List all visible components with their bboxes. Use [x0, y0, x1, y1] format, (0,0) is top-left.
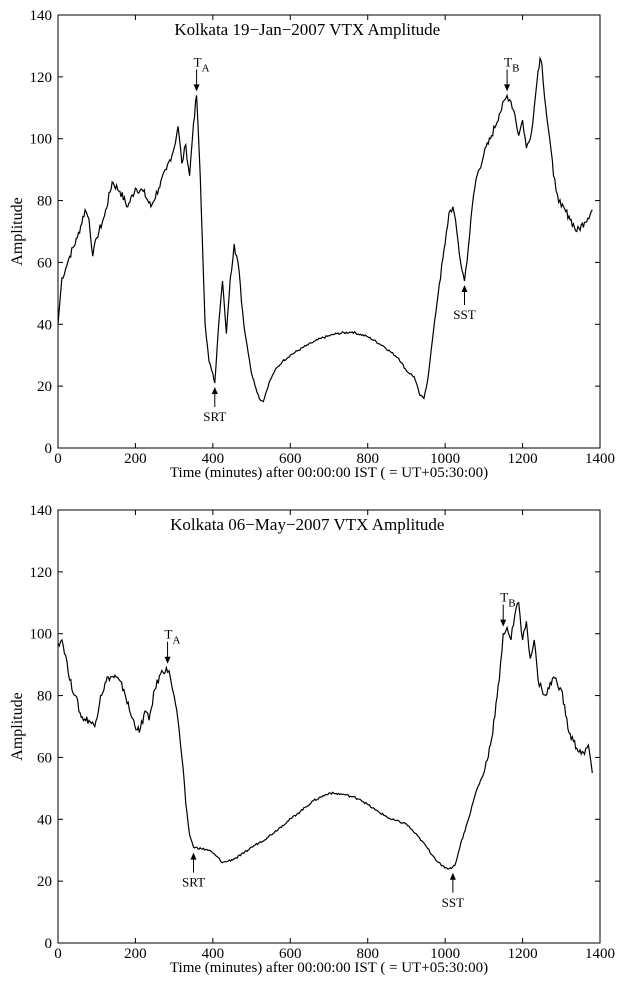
amplitude-series-line: [57, 56, 593, 403]
y-tick-label: 40: [37, 317, 52, 333]
amplitude-series-line: [57, 602, 593, 870]
x-tick-label: 1000: [430, 451, 460, 467]
annotation-subscript: A: [173, 635, 181, 647]
x-tick-label: 600: [279, 946, 302, 962]
x-axis-label: Time (minutes) after 00:00:00 IST ( = UT…: [170, 465, 488, 481]
y-tick-label: 100: [30, 627, 53, 643]
annotation-arrowhead: [449, 872, 456, 880]
annotation-label: T: [500, 590, 508, 605]
x-tick-label: 800: [356, 946, 379, 962]
x-tick-label: 0: [54, 946, 62, 962]
annotation-subscript: B: [512, 62, 519, 74]
y-tick-label: 40: [37, 812, 52, 828]
plot-frame: [57, 509, 601, 944]
annotation-arrowhead: [193, 84, 200, 92]
x-axis-label: Time (minutes) after 00:00:00 IST ( = UT…: [170, 960, 488, 976]
x-tick-label: 1400: [585, 451, 615, 467]
y-tick-label: 100: [30, 132, 53, 148]
x-tick-label: 400: [202, 946, 225, 962]
annotation-label: T: [504, 54, 512, 69]
plot-frame: [57, 14, 601, 449]
annotation-arrowhead: [504, 84, 511, 92]
annotation-subscript: A: [202, 62, 210, 74]
annotation-label: T: [194, 54, 202, 69]
annotation-arrowhead: [461, 284, 468, 292]
y-tick-label: 80: [37, 689, 52, 705]
y-tick-label: 140: [30, 503, 53, 519]
x-tick-label: 1200: [508, 946, 538, 962]
annotation-arrowhead: [500, 619, 507, 627]
annotation-label: SST: [453, 307, 475, 322]
annotation-subscript: B: [508, 598, 515, 610]
y-tick-label: 140: [30, 8, 53, 24]
x-tick-label: 200: [124, 451, 147, 467]
annotation-label: SRT: [182, 875, 205, 890]
chart-title: Kolkata 19−Jan−2007 VTX Amplitude: [174, 20, 440, 39]
y-axis-label: Amplitude: [9, 197, 26, 265]
y-axis-label: Amplitude: [9, 692, 26, 760]
annotation-arrowhead: [190, 852, 197, 860]
x-tick-label: 0: [54, 451, 62, 467]
y-tick-label: 120: [30, 565, 53, 581]
x-tick-label: 1200: [508, 451, 538, 467]
x-tick-label: 800: [356, 451, 379, 467]
bottom-chart-panel: 0 200 400 600 800 1000 1200 1400 0 20 40 60 80 100 120…: [9, 503, 615, 976]
x-tick-label: 400: [202, 451, 225, 467]
annotation-label: SRT: [203, 409, 226, 424]
annotation-label: SST: [442, 895, 464, 910]
y-tick-label: 60: [37, 255, 52, 271]
x-tick-label: 1400: [585, 946, 615, 962]
x-tick-label: 1000: [430, 946, 460, 962]
annotation-label: T: [165, 627, 173, 642]
y-tick-label: 60: [37, 750, 52, 766]
y-tick-label: 20: [37, 379, 52, 395]
y-tick-label: 80: [37, 194, 52, 210]
annotation-arrowhead: [164, 656, 171, 664]
x-tick-label: 200: [124, 946, 147, 962]
x-tick-label: 600: [279, 451, 302, 467]
y-tick-label: 0: [45, 936, 53, 952]
top-chart-panel: 0 200 400 600 800 1000 1200 1400 0 20 40 60 80 100 120…: [9, 8, 615, 481]
y-tick-label: 0: [45, 441, 53, 457]
chart-title: Kolkata 06−May−2007 VTX Amplitude: [170, 515, 444, 534]
y-tick-label: 20: [37, 874, 52, 890]
annotation-arrowhead: [211, 387, 218, 395]
y-tick-label: 120: [30, 70, 53, 86]
